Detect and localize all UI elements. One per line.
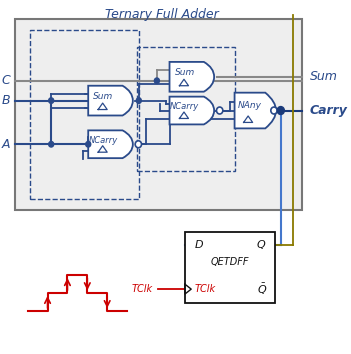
- Bar: [31, 30, 139, 199]
- Circle shape: [271, 107, 277, 114]
- Text: NAny: NAny: [238, 101, 262, 110]
- Bar: [185, 232, 275, 303]
- Circle shape: [277, 107, 284, 114]
- Text: B: B: [2, 94, 11, 107]
- Text: D: D: [195, 240, 204, 251]
- Bar: [137, 47, 234, 171]
- PathPatch shape: [88, 130, 133, 158]
- Circle shape: [135, 141, 141, 148]
- Text: Sum: Sum: [175, 68, 195, 77]
- Text: TClk: TClk: [194, 284, 215, 294]
- Text: A: A: [2, 138, 11, 151]
- Text: NCarry: NCarry: [89, 136, 118, 144]
- Text: Q: Q: [256, 240, 265, 251]
- Circle shape: [49, 142, 54, 147]
- Text: Carry: Carry: [310, 104, 347, 117]
- Circle shape: [86, 142, 91, 147]
- Text: Sum: Sum: [93, 92, 114, 101]
- Text: QETDFF: QETDFF: [211, 257, 249, 267]
- PathPatch shape: [170, 97, 214, 124]
- Text: NCarry: NCarry: [170, 102, 199, 111]
- Circle shape: [154, 78, 159, 84]
- PathPatch shape: [234, 93, 276, 129]
- Text: Sum: Sum: [310, 70, 337, 83]
- Text: Ternary Full Adder: Ternary Full Adder: [105, 8, 218, 21]
- PathPatch shape: [170, 62, 214, 92]
- Text: C: C: [2, 74, 11, 87]
- Circle shape: [136, 98, 141, 103]
- Bar: [15, 19, 302, 210]
- Circle shape: [49, 98, 54, 103]
- PathPatch shape: [88, 86, 133, 115]
- Text: TClk: TClk: [132, 284, 153, 294]
- Text: $\bar{Q}$: $\bar{Q}$: [257, 281, 268, 297]
- Circle shape: [217, 107, 223, 114]
